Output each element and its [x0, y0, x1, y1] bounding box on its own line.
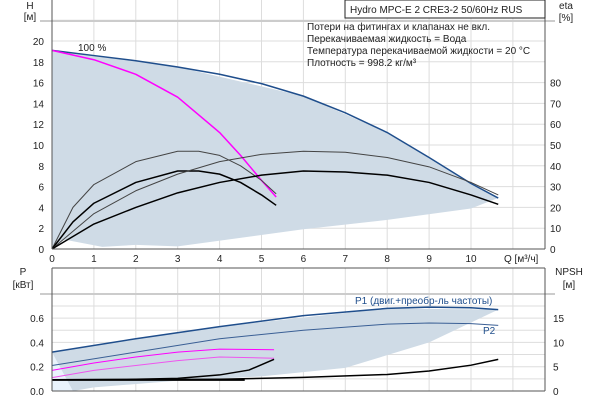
- y2-tick-label-npsh: 5: [553, 363, 559, 374]
- curve-p2: [51, 322, 499, 366]
- curve-p1-1-pump: [51, 348, 275, 371]
- annotation-100-percent: 100 %: [78, 43, 106, 54]
- y-tick-label: 10: [33, 141, 45, 152]
- y2-tick-label: 70: [550, 99, 562, 110]
- x-tick-label: 5: [259, 254, 265, 265]
- x-tick-label: 7: [343, 254, 349, 265]
- x-tick-label: 6: [301, 254, 307, 265]
- note-4: Плотность = 998.2 кг/м³: [307, 58, 417, 69]
- y-tick-label: 12: [33, 120, 45, 131]
- y-axis-unit-p: [кВт]: [13, 280, 34, 291]
- y2-axis-unit-eta: [%]: [559, 13, 574, 24]
- y-tick-label: 20: [33, 37, 45, 48]
- y2-axis-label-eta: eta: [559, 1, 573, 12]
- y-tick-label: 18: [33, 58, 45, 69]
- y2-tick-label: 80: [550, 79, 562, 90]
- x-tick-label: 1: [91, 254, 97, 265]
- curve-h-100-: [51, 49, 499, 199]
- curve-eta-2-pumps: [51, 170, 499, 250]
- y2-tick-label: 50: [550, 141, 562, 152]
- y2-tick-label: 20: [550, 203, 562, 214]
- y-tick-label-p: 0.6: [30, 314, 44, 325]
- y-tick-label-p: 0.4: [30, 338, 44, 349]
- series-label-p2: P2: [483, 326, 496, 337]
- notes: Потери на фитингах и клапанах не вкл. Пе…: [307, 21, 530, 69]
- curve-p1-: [51, 306, 499, 353]
- y-tick-label: 4: [38, 203, 44, 214]
- y2-axis-label-npsh: NPSH: [555, 267, 583, 278]
- operating-area: [52, 50, 499, 249]
- curve-eta-2-pumps-thin-: [51, 150, 499, 250]
- x-tick-label: 4: [217, 254, 223, 265]
- x-tick-label: 0: [49, 254, 55, 265]
- note-2: Перекачиваемая жидкость = Вода: [307, 34, 467, 45]
- x-tick-label: 2: [133, 254, 139, 265]
- note-1: Потери на фитингах и клапанах не вкл.: [307, 21, 490, 33]
- y-tick-label-p: 0.2: [30, 363, 44, 374]
- y2-tick-label-npsh: 0: [553, 387, 559, 398]
- y2-tick-label-npsh: 15: [553, 314, 565, 325]
- y2-tick-label: 0: [550, 245, 556, 256]
- y-axis-label-h: H: [26, 1, 33, 12]
- operating-area-power: [52, 308, 499, 391]
- y2-tick-label: 60: [550, 120, 562, 131]
- curve-npsh-2-pumps: [51, 358, 499, 381]
- y-tick-label: 16: [33, 79, 45, 90]
- curve-p2-1-pump: [51, 356, 275, 379]
- series-label-p1: P1 (двиг.+преобр-ль частоты): [355, 295, 492, 307]
- y-tick-label: 6: [38, 183, 44, 194]
- x-tick-label: 3: [175, 254, 181, 265]
- note-3: Температура перекачиваемой жидкости = 20…: [307, 46, 530, 57]
- y-axis-label-p: P: [20, 267, 27, 278]
- y2-tick-label-npsh: 10: [553, 338, 565, 349]
- chart-title: Hydro MPC-E 2 CRE3-2 50/60Hz RUS: [350, 5, 523, 16]
- y-tick-label: 2: [38, 224, 44, 235]
- y-tick-label: 14: [33, 99, 45, 110]
- x-tick-label: 9: [426, 254, 432, 265]
- y-tick-label: 0: [38, 245, 44, 256]
- x-axis-label: Q [м³/ч]: [504, 254, 539, 265]
- curve-eta-1-pump-thin-: [51, 150, 277, 250]
- title-box: [344, 0, 546, 19]
- y-tick-label-p: 0.0: [30, 387, 44, 398]
- y-tick-label: 8: [38, 162, 44, 173]
- y-axis-unit-h: [м]: [24, 12, 37, 23]
- x-tick-label: 10: [465, 254, 477, 265]
- y2-axis-unit-npsh: [м]: [563, 280, 576, 291]
- y2-tick-label: 40: [550, 162, 562, 173]
- y2-tick-label: 10: [550, 224, 562, 235]
- x-tick-label: 8: [384, 254, 390, 265]
- y2-tick-label: 30: [550, 183, 562, 194]
